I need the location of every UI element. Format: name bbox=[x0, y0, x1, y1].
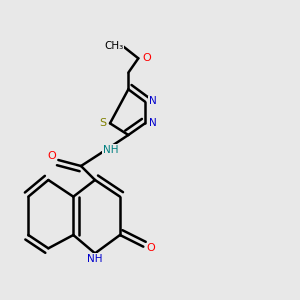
Text: O: O bbox=[146, 243, 155, 253]
Text: NH: NH bbox=[103, 145, 118, 155]
Text: CH₃: CH₃ bbox=[104, 41, 123, 51]
Text: NH: NH bbox=[87, 254, 103, 264]
Text: N: N bbox=[148, 118, 156, 128]
Text: O: O bbox=[47, 152, 56, 161]
Text: S: S bbox=[99, 118, 106, 128]
Text: O: O bbox=[142, 53, 151, 63]
Text: N: N bbox=[148, 96, 156, 106]
